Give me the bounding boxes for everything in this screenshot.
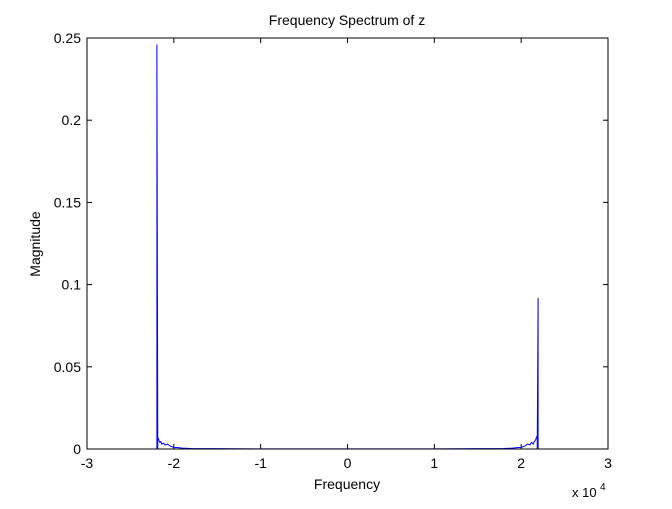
x-tick-label: 1 <box>430 455 438 471</box>
x-tick-label: -1 <box>254 455 267 471</box>
x-axis-label: Frequency <box>314 476 380 492</box>
x-axis-multiplier-base: x 10 <box>572 485 597 500</box>
ticks-layer: -3 -2 -1 0 1 2 3 0 0.05 0.1 0.15 0.2 0.25 <box>54 30 612 471</box>
x-tick-label: -3 <box>81 455 94 471</box>
series-layer <box>156 44 539 450</box>
chart-title: Frequency Spectrum of z <box>269 12 425 28</box>
y-tick-label: 0.15 <box>54 194 81 210</box>
y-tick-label: 0.1 <box>62 277 82 293</box>
y-tick-label: 0 <box>73 441 81 457</box>
axes-frame <box>86 37 609 450</box>
y-axis-label: Magnitude <box>27 211 43 277</box>
x-axis-multiplier-exponent: 4 <box>600 482 606 493</box>
y-tick-label: 0.05 <box>54 359 81 375</box>
x-tick-label: 2 <box>517 455 525 471</box>
y-tick-label: 0.25 <box>54 30 81 46</box>
x-tick-label: 0 <box>344 455 352 471</box>
spectrum-series-line <box>156 44 539 450</box>
y-tick-label: 0.2 <box>62 112 82 128</box>
x-tick-label: -2 <box>168 455 181 471</box>
x-tick-label: 3 <box>604 455 612 471</box>
